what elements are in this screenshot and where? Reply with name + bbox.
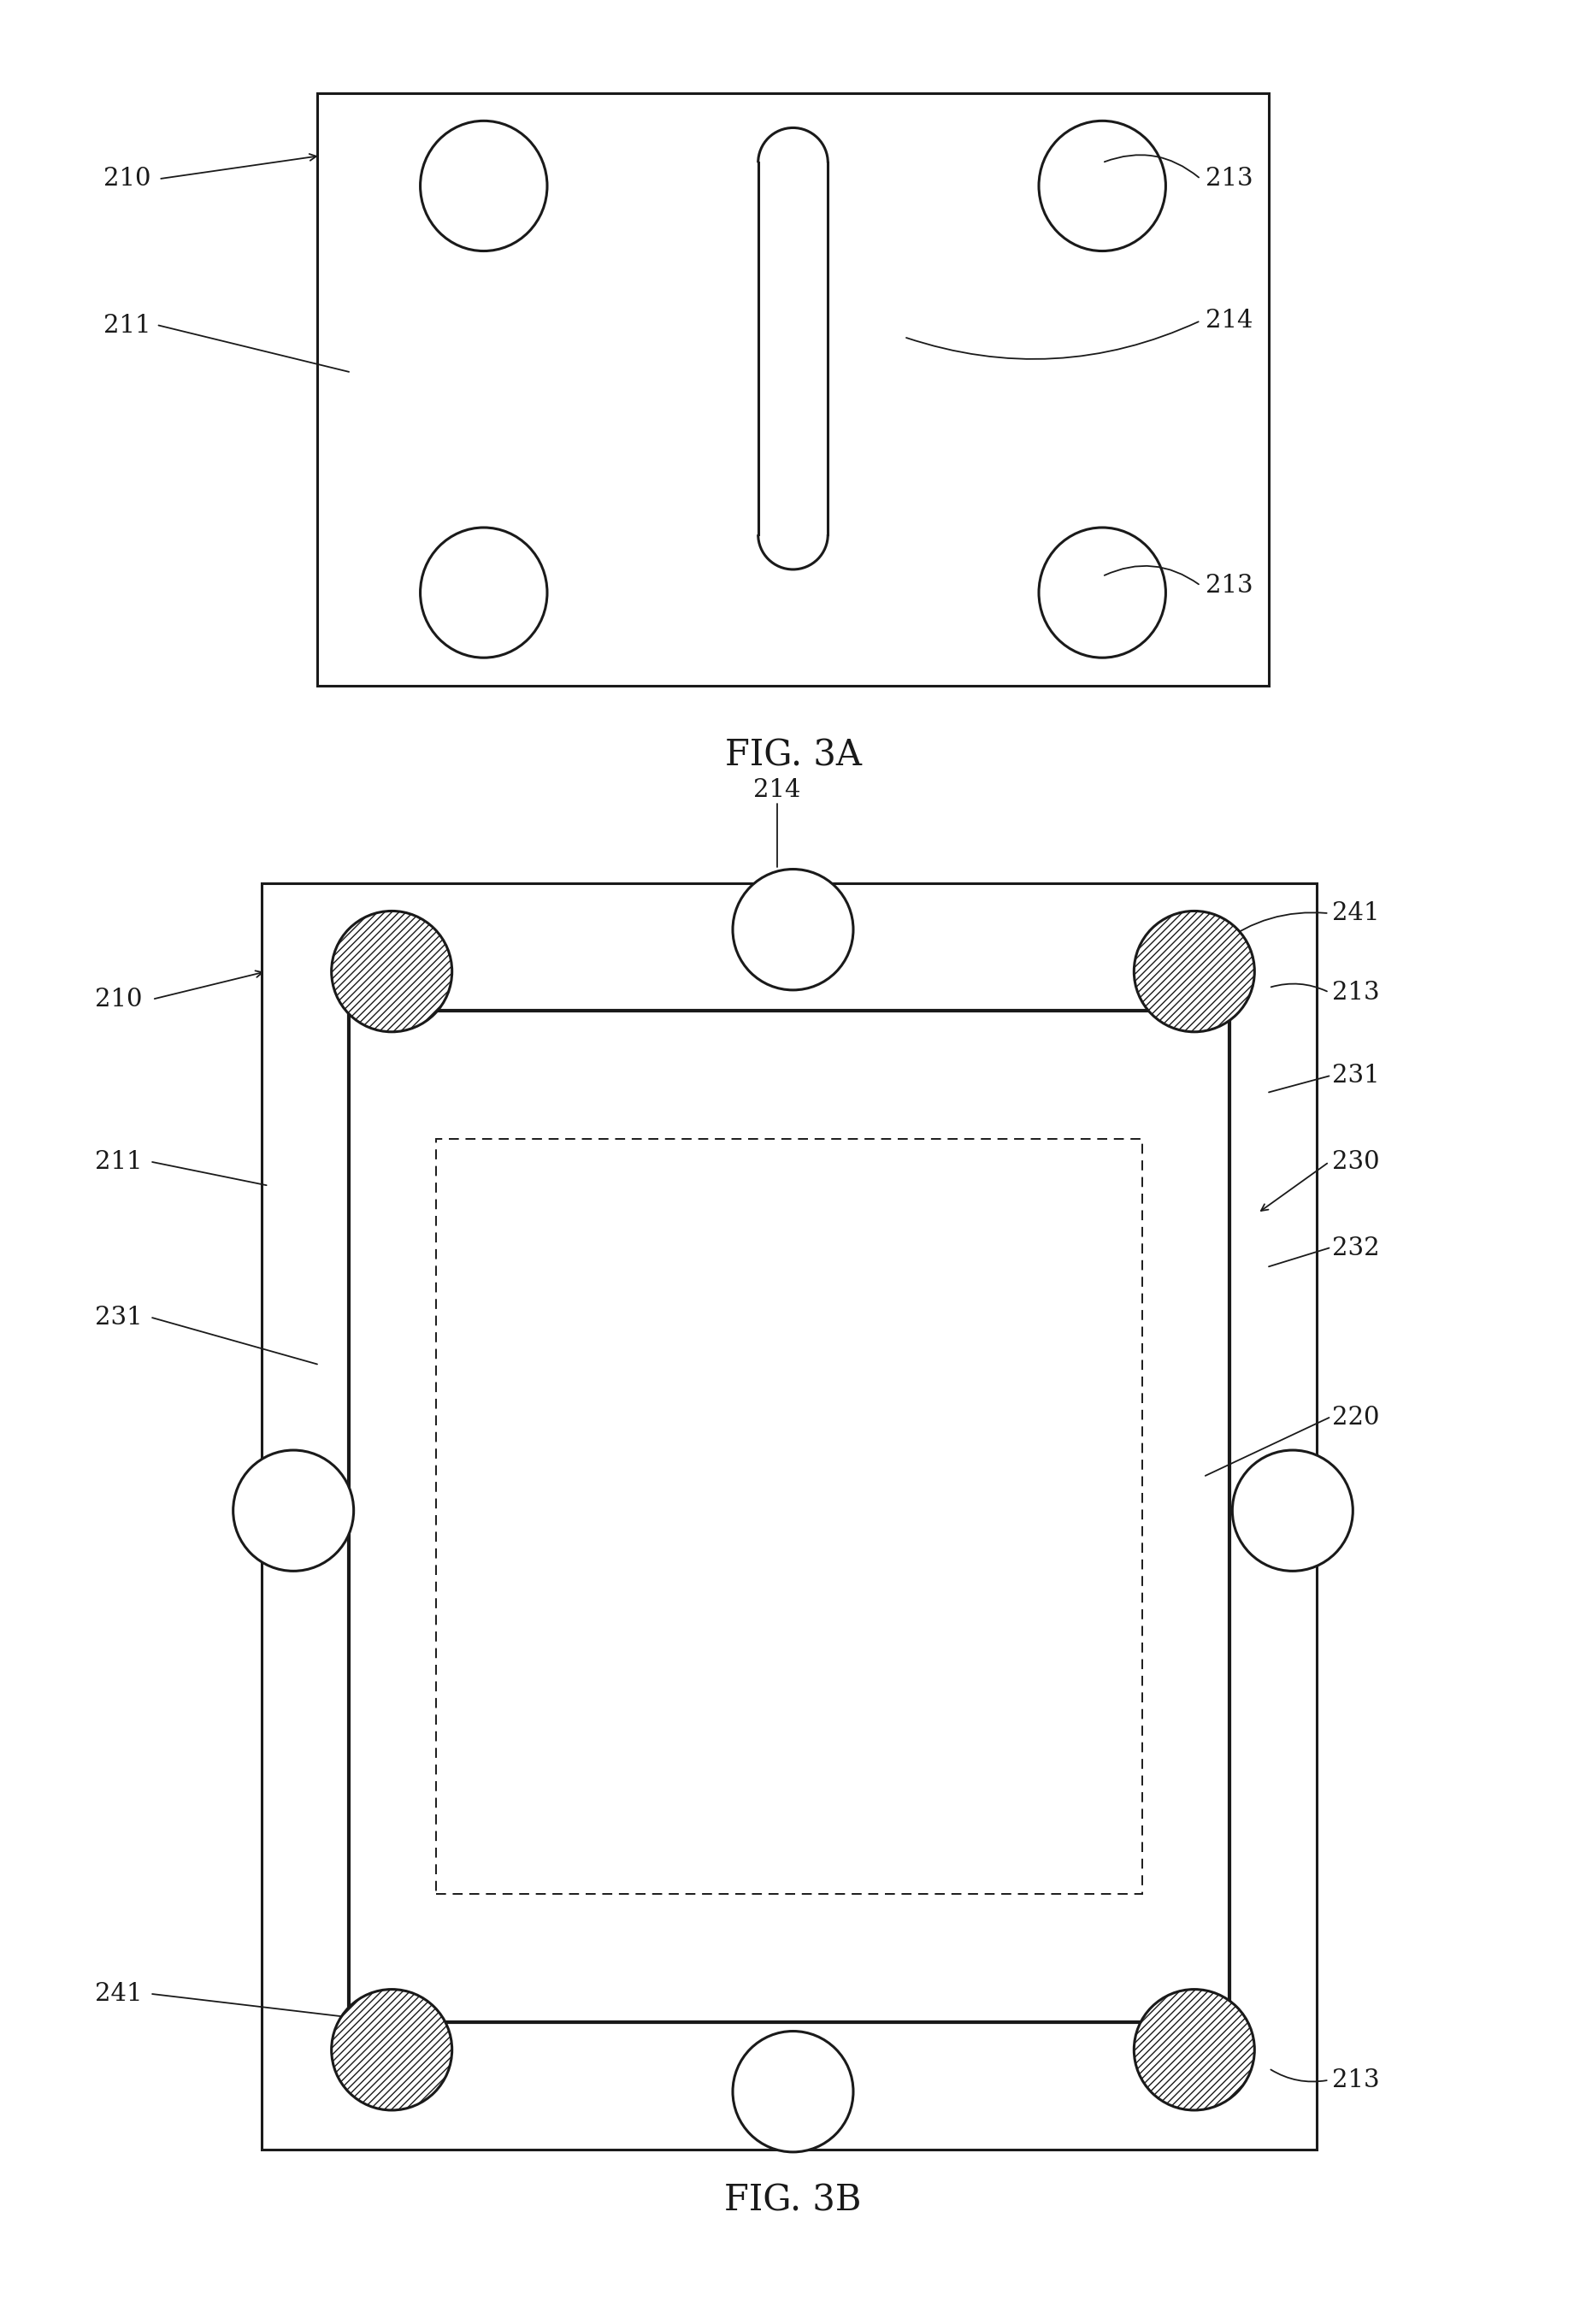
- Text: 214: 214: [753, 779, 801, 802]
- Text: 232: 232: [1332, 1236, 1380, 1260]
- Text: FIG. 3A: FIG. 3A: [725, 737, 861, 774]
- Ellipse shape: [233, 1450, 354, 1571]
- Text: 241: 241: [95, 1982, 143, 2006]
- Ellipse shape: [733, 2031, 853, 2152]
- Ellipse shape: [733, 869, 853, 990]
- Ellipse shape: [331, 911, 452, 1032]
- Text: 231: 231: [95, 1306, 143, 1329]
- Text: 213: 213: [1205, 167, 1253, 191]
- Text: 230: 230: [1332, 1150, 1380, 1174]
- Text: 214: 214: [1205, 309, 1253, 332]
- Ellipse shape: [1134, 1989, 1255, 2110]
- Ellipse shape: [1039, 528, 1166, 658]
- Text: FIG. 3B: FIG. 3B: [725, 2182, 861, 2219]
- Text: 213: 213: [1332, 2068, 1380, 2092]
- Ellipse shape: [331, 1989, 452, 2110]
- Text: 211: 211: [103, 314, 151, 337]
- Ellipse shape: [1232, 1450, 1353, 1571]
- Ellipse shape: [1134, 911, 1255, 1032]
- Ellipse shape: [420, 528, 547, 658]
- Text: 211: 211: [95, 1150, 143, 1174]
- Text: 241: 241: [1332, 902, 1380, 925]
- Ellipse shape: [1039, 121, 1166, 251]
- Text: 231: 231: [1332, 1064, 1380, 1088]
- Text: 210: 210: [95, 988, 143, 1011]
- Text: 210: 210: [103, 167, 151, 191]
- Text: 213: 213: [1205, 574, 1253, 597]
- Text: 220: 220: [1332, 1406, 1380, 1429]
- Text: 213: 213: [1332, 981, 1380, 1004]
- Ellipse shape: [420, 121, 547, 251]
